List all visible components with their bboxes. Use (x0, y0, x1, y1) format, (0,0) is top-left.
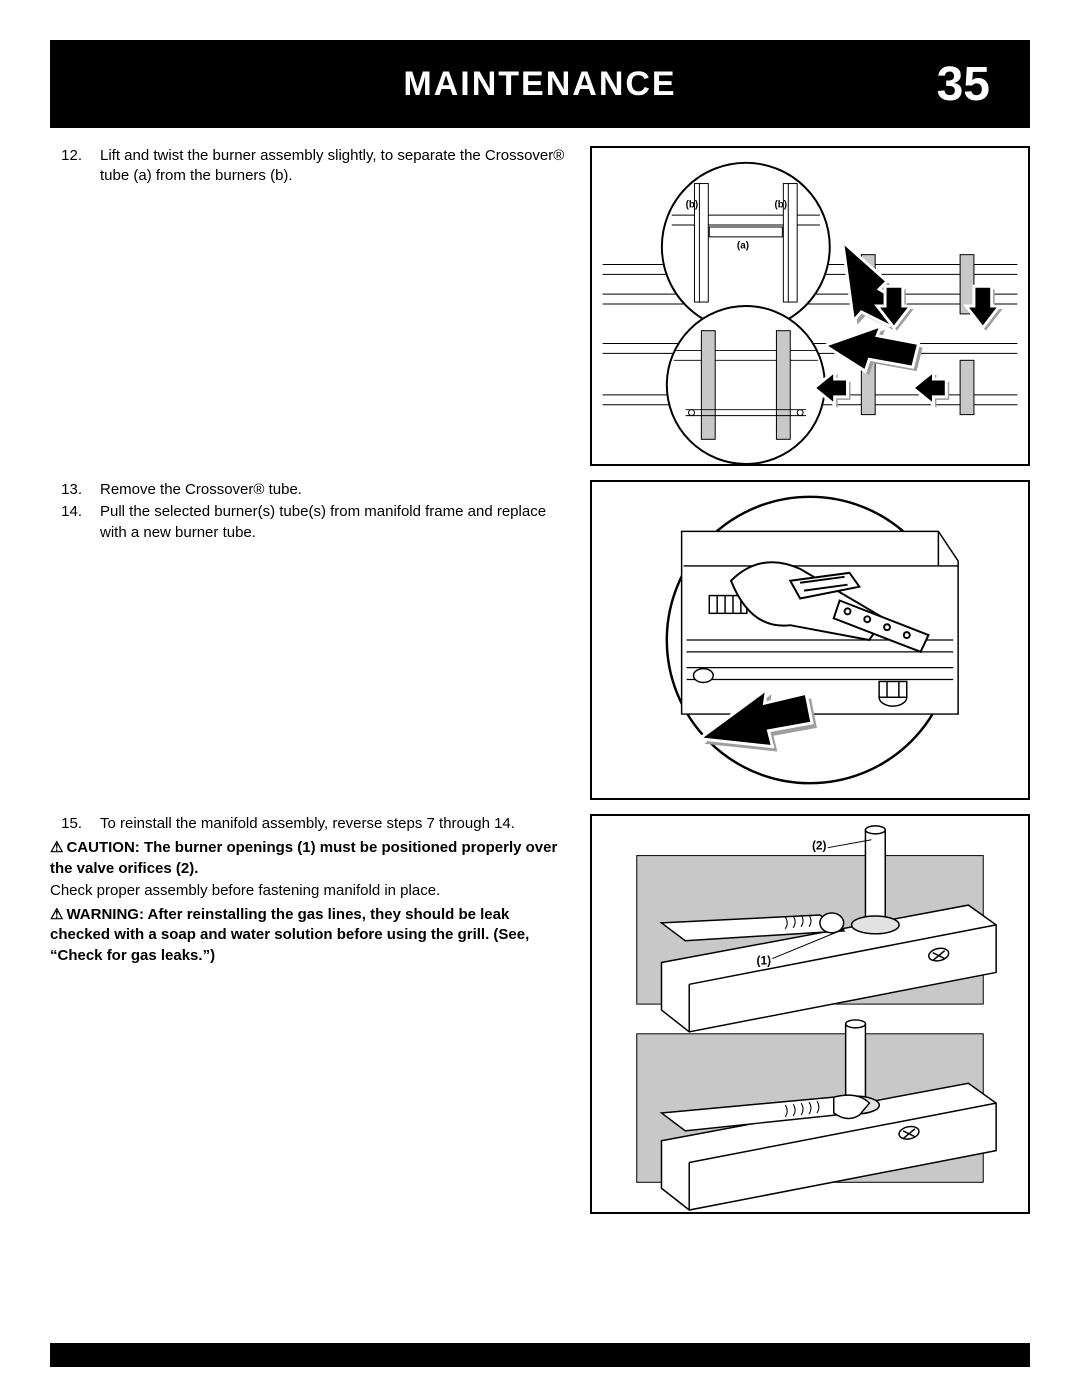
footer-bar (50, 1343, 1030, 1367)
label-b-right: (b) (774, 199, 787, 210)
step-text: Pull the selected burner(s) tube(s) from… (100, 502, 570, 543)
page-section-title: MAINTENANCE (50, 65, 1030, 104)
warning-text: ⚠WARNING: After reinstalling the gas lin… (50, 905, 570, 966)
figure-step-15: (1) (2) (590, 814, 1030, 1214)
step-text: Remove the Crossover® tube. (100, 480, 570, 500)
step-number: 12. (50, 146, 82, 187)
warning-icon: ⚠ (50, 905, 63, 925)
step-12: 12. Lift and twist the burner assembly s… (50, 146, 570, 187)
step-text: To reinstall the manifold assembly, reve… (100, 814, 570, 834)
figure-step-12: (b) (b) (a) (590, 146, 1030, 466)
step-text: Lift and twist the burner assembly sligh… (100, 146, 570, 187)
step-13: 13. Remove the Crossover® tube. (50, 480, 570, 500)
header-bar: MAINTENANCE 35 (50, 40, 1030, 128)
step-number: 15. (50, 814, 82, 834)
warning-icon: ⚠ (50, 838, 63, 858)
caution-text: ⚠CAUTION: The burner openings (1) must b… (50, 838, 570, 879)
arrow-left-2-icon (913, 371, 950, 408)
figure-step-14 (590, 480, 1030, 800)
check-text: Check proper assembly before fastening m… (50, 881, 570, 901)
step-14: 14. Pull the selected burner(s) tube(s) … (50, 502, 570, 543)
label-2: (2) (812, 839, 827, 853)
step-15: 15. To reinstall the manifold assembly, … (50, 814, 570, 834)
step-15-warn-row: 15. To reinstall the manifold assembly, … (50, 814, 1030, 1214)
step-number: 14. (50, 502, 82, 543)
label-a: (a) (737, 241, 749, 252)
step-13-14-row: 13. Remove the Crossover® tube. 14. Pull… (50, 480, 1030, 800)
step-12-row: 12. Lift and twist the burner assembly s… (50, 146, 1030, 466)
step-number: 13. (50, 480, 82, 500)
label-1: (1) (757, 954, 772, 968)
label-b-left: (b) (686, 199, 699, 210)
